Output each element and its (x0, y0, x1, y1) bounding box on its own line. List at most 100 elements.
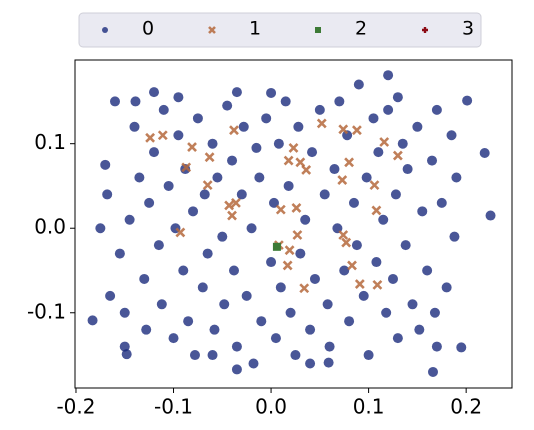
point (256, 316, 267, 327)
point (402, 164, 413, 175)
y-tick-label: 0.0 (34, 215, 66, 239)
point (229, 125, 239, 136)
point (109, 96, 120, 107)
point (431, 104, 442, 115)
point (436, 197, 447, 208)
point (283, 155, 294, 166)
point (387, 273, 398, 284)
point (204, 152, 215, 163)
point (156, 299, 167, 310)
point (373, 147, 384, 158)
point (316, 118, 327, 129)
point (314, 104, 325, 115)
point (305, 358, 316, 369)
point (207, 138, 218, 149)
point (456, 342, 467, 353)
point (187, 142, 197, 152)
point (119, 307, 130, 318)
point (102, 189, 113, 200)
point (431, 341, 442, 352)
point (251, 142, 262, 153)
point (254, 172, 265, 183)
point (105, 290, 116, 301)
point (207, 350, 218, 361)
point (378, 214, 389, 225)
point (181, 162, 192, 173)
point (451, 172, 462, 183)
point (144, 197, 155, 208)
point (288, 142, 299, 153)
point (368, 113, 379, 124)
point (188, 206, 199, 217)
point (87, 315, 98, 326)
legend-label: 0 (142, 18, 154, 40)
point (272, 242, 281, 251)
point (261, 113, 272, 124)
point (295, 157, 306, 168)
point (124, 214, 135, 225)
point (149, 87, 160, 98)
point (291, 203, 302, 213)
point (173, 130, 184, 141)
point (307, 147, 318, 158)
point (270, 333, 281, 344)
point (319, 189, 330, 200)
point (173, 92, 184, 103)
point (149, 147, 160, 158)
point (353, 79, 364, 90)
point (397, 138, 408, 149)
point (414, 324, 425, 335)
point (231, 197, 241, 208)
point (342, 130, 353, 141)
point (192, 113, 203, 124)
point (299, 283, 310, 294)
point (100, 159, 111, 170)
point (275, 204, 286, 215)
point (145, 132, 156, 143)
point (246, 223, 257, 234)
point (427, 366, 438, 377)
point (280, 96, 291, 107)
point (219, 299, 230, 310)
point (231, 364, 242, 375)
point (168, 333, 179, 344)
point (285, 307, 296, 318)
point (329, 164, 340, 175)
point (300, 214, 311, 225)
point (284, 245, 295, 256)
point (392, 92, 403, 103)
point (358, 290, 369, 301)
point (119, 341, 130, 352)
point (217, 231, 228, 242)
point (372, 279, 383, 290)
legend-box (78, 12, 482, 48)
x-tick-label: -0.2 (56, 395, 95, 419)
point (446, 130, 457, 141)
point (248, 358, 259, 369)
point (339, 265, 350, 276)
point (134, 172, 145, 183)
point (121, 349, 132, 360)
point (341, 237, 352, 248)
point (354, 279, 365, 289)
point (361, 172, 372, 183)
point (178, 265, 189, 276)
point (175, 227, 186, 238)
point (383, 104, 394, 115)
point (381, 307, 392, 318)
point (390, 189, 401, 200)
point (183, 316, 194, 327)
legend-label: 3 (462, 18, 474, 40)
point (139, 273, 150, 284)
y-tick-label: 0.1 (34, 130, 66, 154)
point (324, 341, 335, 352)
point (429, 307, 440, 318)
point (202, 248, 213, 259)
x-tick-label: 0.1 (353, 395, 385, 419)
point (231, 87, 242, 98)
point (130, 96, 141, 107)
point (301, 164, 312, 175)
point (141, 324, 152, 335)
point (202, 180, 213, 191)
point (417, 206, 428, 217)
